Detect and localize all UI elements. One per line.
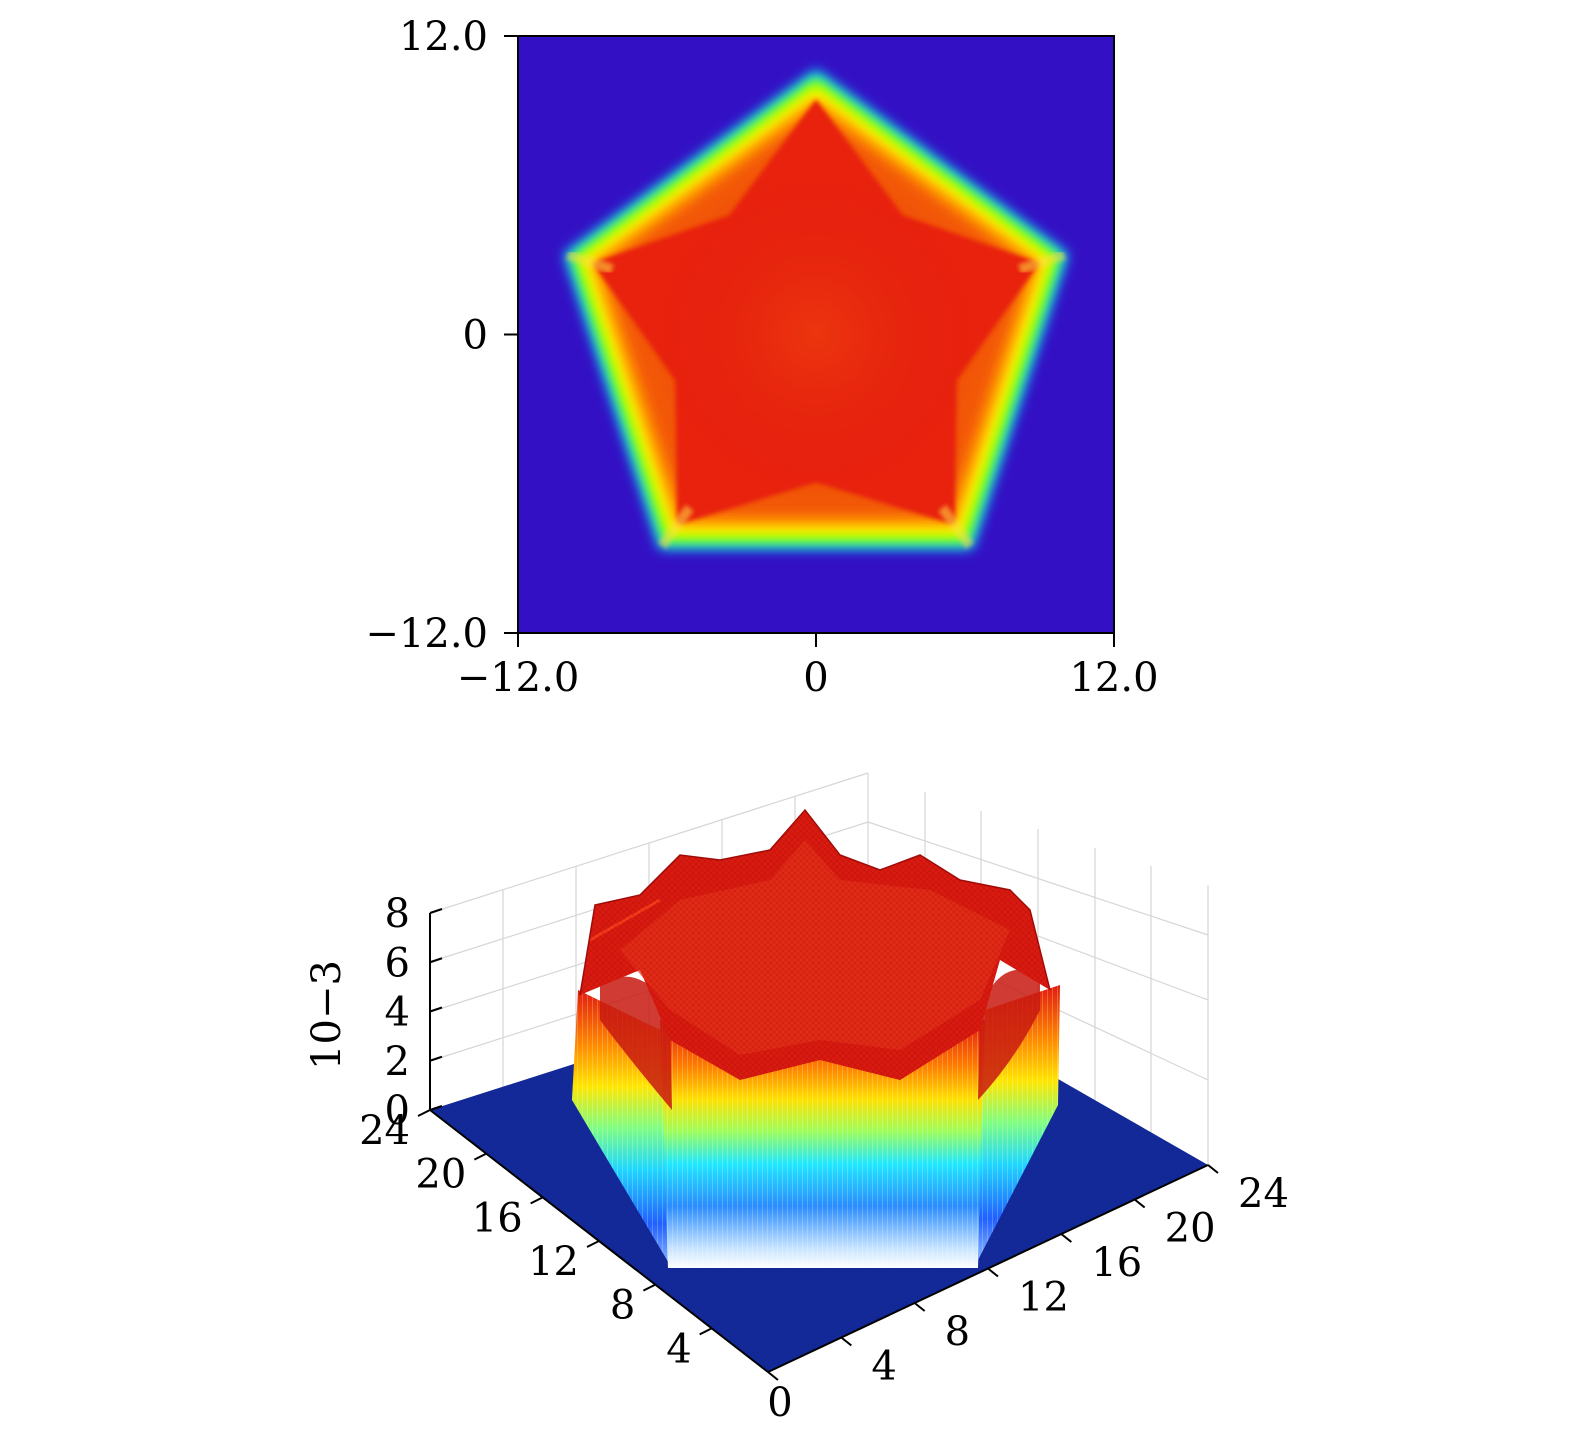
surface-right-tick-label: 0 xyxy=(767,1380,792,1426)
surface-z-tick-label: 6 xyxy=(385,940,410,986)
surface-right-tick xyxy=(1134,1198,1146,1209)
surface-z-tick xyxy=(429,908,443,914)
pentagon-vertex-ray xyxy=(1018,250,1066,274)
surface-right-tick-label: 4 xyxy=(871,1344,896,1390)
surface-right-tick xyxy=(914,1302,926,1312)
surface-left-tick-label: 8 xyxy=(610,1283,635,1329)
surface-right-tick xyxy=(987,1267,999,1278)
surface-left-tick-label: 20 xyxy=(415,1152,466,1198)
heatmap-panel: −12.0 0 12.0 12.0 0 −12.0 xyxy=(365,14,1158,701)
surface-right-tick-label: 24 xyxy=(1238,1171,1289,1217)
surface-right-tick xyxy=(1060,1233,1072,1243)
surface-right-tick xyxy=(840,1336,852,1347)
pentagon-vertex-ray xyxy=(657,504,694,549)
surface-z-tick-label: 4 xyxy=(385,990,410,1036)
surface-right-tick-label: 8 xyxy=(945,1309,970,1355)
surface-z-tick xyxy=(429,1055,443,1062)
heatmap-y-tick-label: 12.0 xyxy=(399,14,488,60)
surface-z-tick-label: 2 xyxy=(385,1039,410,1085)
surface-z-label: 10−3 xyxy=(304,960,350,1070)
surface-right-tick-label: 20 xyxy=(1165,1206,1216,1252)
surface-top xyxy=(579,808,1051,1080)
surface-left-tick xyxy=(473,1152,487,1161)
heatmap-x-tick-label: 12.0 xyxy=(1069,655,1158,701)
heatmap-pentagon xyxy=(563,69,1069,550)
surface-left-tick xyxy=(586,1240,600,1248)
surface-left-tick-label: 4 xyxy=(666,1326,691,1372)
pentagon-vertex-ray xyxy=(938,504,975,549)
surface-right-tick xyxy=(1207,1164,1219,1174)
heatmap-x-tick-label: 0 xyxy=(803,655,828,701)
surface-z-tick xyxy=(429,1105,443,1111)
surface-z-tick-label: 0 xyxy=(385,1088,410,1134)
surface-left-tick xyxy=(417,1109,431,1117)
surface-right-tick-label: 12 xyxy=(1018,1275,1069,1321)
surface-z-tick xyxy=(429,957,443,964)
surface-z-tick xyxy=(429,1006,443,1013)
heatmap-y-tick-label: 0 xyxy=(463,313,488,359)
surface-right-tick-label: 16 xyxy=(1091,1240,1142,1286)
heatmap-y-tick-label: −12.0 xyxy=(365,611,488,657)
surface-left-tick xyxy=(642,1283,656,1292)
surface-z-tick-label: 8 xyxy=(385,891,410,937)
pentagon-center-glow xyxy=(646,164,986,505)
surface-left-tick xyxy=(530,1196,544,1205)
heatmap-x-tick-label: −12.0 xyxy=(457,655,580,701)
surface-left-tick xyxy=(699,1327,713,1336)
surface-walls xyxy=(572,969,1060,1268)
heatmap-axes: −12.0 0 12.0 12.0 0 −12.0 xyxy=(365,14,1158,701)
surface-left-tick-label: 24 xyxy=(359,1108,410,1154)
pentagon-vertex-ray xyxy=(566,250,614,274)
surface-left-tick-label: 12 xyxy=(528,1239,579,1285)
surface-right-tick xyxy=(767,1371,779,1381)
surface-left-tick-label: 16 xyxy=(472,1195,523,1241)
